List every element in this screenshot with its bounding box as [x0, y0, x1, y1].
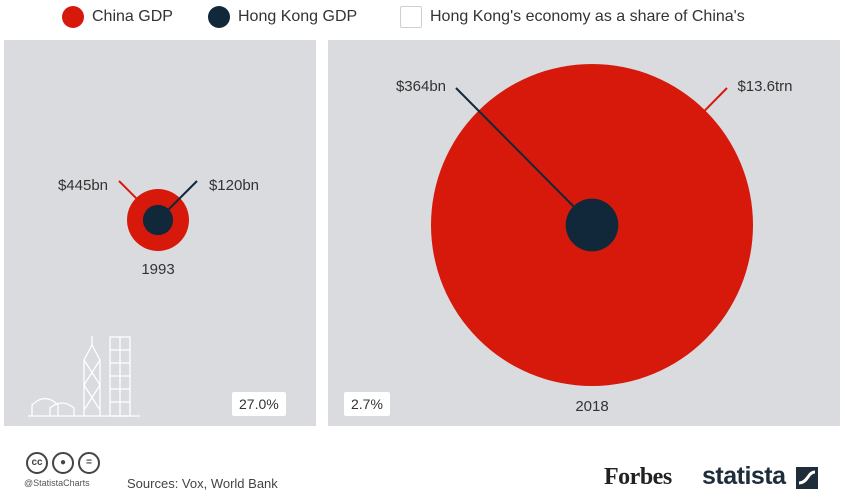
leader-line-hong-kong-2018 [455, 87, 593, 226]
forbes-logo[interactable]: Forbes [604, 464, 672, 490]
sources-text: Sources: Vox, World Bank [127, 476, 278, 491]
legend-swatch-hong-kong [208, 6, 230, 28]
footer: cc ● = @StatistaCharts Sources: Vox, Wor… [0, 440, 845, 497]
legend-label-china: China GDP [92, 8, 173, 25]
year-label-2018: 2018 [575, 398, 608, 415]
data-label-china-2018: $13.6trn [737, 78, 792, 95]
data-label-hong-kong-2018: $364bn [396, 78, 446, 95]
statista-logo-icon [796, 467, 818, 489]
legend-item-share: Hong Kong's economy as a share of China'… [400, 6, 745, 28]
data-label-hong-kong-1993: $120bn [209, 177, 259, 194]
legend: China GDP Hong Kong GDP Hong Kong's econ… [0, 0, 845, 36]
statista-logo[interactable]: statista [702, 462, 786, 490]
legend-item-hong-kong: Hong Kong GDP [208, 6, 357, 28]
attribution-icon[interactable]: ● [52, 452, 74, 474]
legend-item-china: China GDP [62, 6, 173, 28]
legend-label-share: Hong Kong's economy as a share of China'… [430, 8, 745, 25]
no-derivatives-icon[interactable]: = [78, 452, 100, 474]
bubble-hong-kong-1993 [142, 204, 174, 236]
legend-label-hong-kong: Hong Kong GDP [238, 8, 358, 25]
statista-handle[interactable]: @StatistaCharts [24, 478, 90, 488]
share-badge-2018: 2.7% [344, 392, 390, 416]
leader-line-china-2018 [701, 87, 728, 114]
legend-swatch-china [62, 6, 84, 28]
bubble-hong-kong-2018 [565, 198, 619, 252]
year-label-1993: 1993 [141, 261, 174, 278]
legend-swatch-share [400, 6, 422, 28]
share-badge-1993: 27.0% [232, 392, 286, 416]
cc-icon[interactable]: cc [26, 452, 48, 474]
data-label-china-1993: $445bn [58, 177, 108, 194]
leader-line-china-1993 [118, 180, 140, 202]
